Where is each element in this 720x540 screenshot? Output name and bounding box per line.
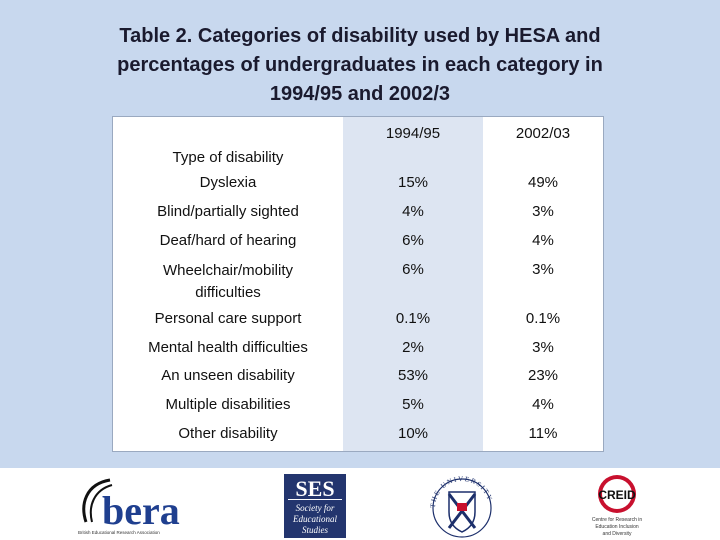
bera-wordmark: bera <box>102 488 180 533</box>
ses-wordmark: SES <box>295 476 334 501</box>
cell-type: Dyslexia <box>199 174 257 191</box>
header-year-1: 1994/95 <box>343 117 483 171</box>
cell-2002: 23% <box>527 367 559 385</box>
table-row: Dyslexia 15% 49% <box>113 171 603 200</box>
cell-type: An unseen disability <box>161 367 295 385</box>
table-row: An unseen disability 53% 23% <box>113 364 603 394</box>
table-row: Other disability 10% 11% <box>113 422 603 452</box>
cell-type: Personal care support <box>154 309 302 327</box>
creid-line-1: Centre for Research in <box>592 517 643 523</box>
header-year-2: 2002/03 <box>515 125 571 142</box>
cell-type: Wheelchair/mobility difficulties <box>113 258 343 307</box>
ses-line-2: Educational <box>292 514 337 524</box>
cell-type: Other disability <box>178 425 278 443</box>
cell-2002: 49% <box>527 174 559 191</box>
table-header-row: Type of disability 1994/95 2002/03 <box>113 117 603 171</box>
cell-1994: 4% <box>343 199 483 229</box>
table-row: Blind/partially sighted 4% 3% <box>113 199 603 229</box>
cell-2002: 3% <box>532 202 554 220</box>
title-line-2: percentages of undergraduates in each ca… <box>117 54 603 76</box>
cell-1994: 15% <box>343 171 483 200</box>
ses-logo: SES Society for Educational Studies <box>284 474 346 538</box>
bera-logo: bera British Educational Research Associ… <box>78 478 180 535</box>
cell-type: Deaf/hard of hearing <box>159 231 297 249</box>
table-row: Personal care support 0.1% 0.1% <box>113 306 603 336</box>
cell-1994: 6% <box>343 257 483 307</box>
cell-2002: 11% <box>528 425 558 443</box>
cell-2002: 4% <box>532 396 554 414</box>
creid-wordmark: CREID <box>598 488 636 502</box>
title-line-1: Table 2. Categories of disability used b… <box>119 25 601 47</box>
table-row: Multiple disabilities 5% 4% <box>113 393 603 423</box>
cell-1994: 5% <box>343 393 483 423</box>
cell-2002: 3% <box>532 260 554 278</box>
disability-table: Type of disability 1994/95 2002/03 Dysle… <box>112 116 604 453</box>
creid-line-3: and Diversity <box>603 531 632 537</box>
cell-1994: 6% <box>343 228 483 258</box>
cell-type: Mental health difficulties <box>148 338 308 356</box>
cell-type: Multiple disabilities <box>165 396 291 414</box>
edinburgh-crest: THE UNIVERSITY OF EDINBURGH <box>427 474 493 538</box>
cell-1994: 0.1% <box>343 306 483 336</box>
ses-line-3: Studies <box>302 525 328 535</box>
cell-type-line-2: difficulties <box>195 283 261 301</box>
cell-1994: 2% <box>343 335 483 365</box>
slide-title: Table 2. Categories of disability used b… <box>30 22 690 109</box>
cell-2002: 3% <box>532 338 554 356</box>
cell-2002: 0.1% <box>525 309 561 327</box>
cell-type-line-1: Wheelchair/mobility <box>162 261 294 279</box>
cell-1994: 10% <box>343 422 483 452</box>
table-row: Wheelchair/mobility difficulties 6% 3% <box>113 257 603 307</box>
table-row: Deaf/hard of hearing 6% 4% <box>113 228 603 258</box>
logo-footer <box>0 468 720 540</box>
cell-1994: 53% <box>343 364 483 394</box>
cell-type: Blind/partially sighted <box>157 202 299 220</box>
creid-line-2: Education Inclusion <box>595 524 639 530</box>
cell-2002: 4% <box>532 231 554 249</box>
header-type: Type of disability <box>172 149 284 166</box>
bera-tagline: British Educational Research Association <box>78 530 160 535</box>
ses-line-1: Society for <box>296 503 335 513</box>
creid-logo: CREID Centre for Research in Education I… <box>592 475 643 537</box>
title-line-3: 1994/95 and 2002/3 <box>269 83 451 105</box>
table-row: Mental health difficulties 2% 3% <box>113 335 603 365</box>
